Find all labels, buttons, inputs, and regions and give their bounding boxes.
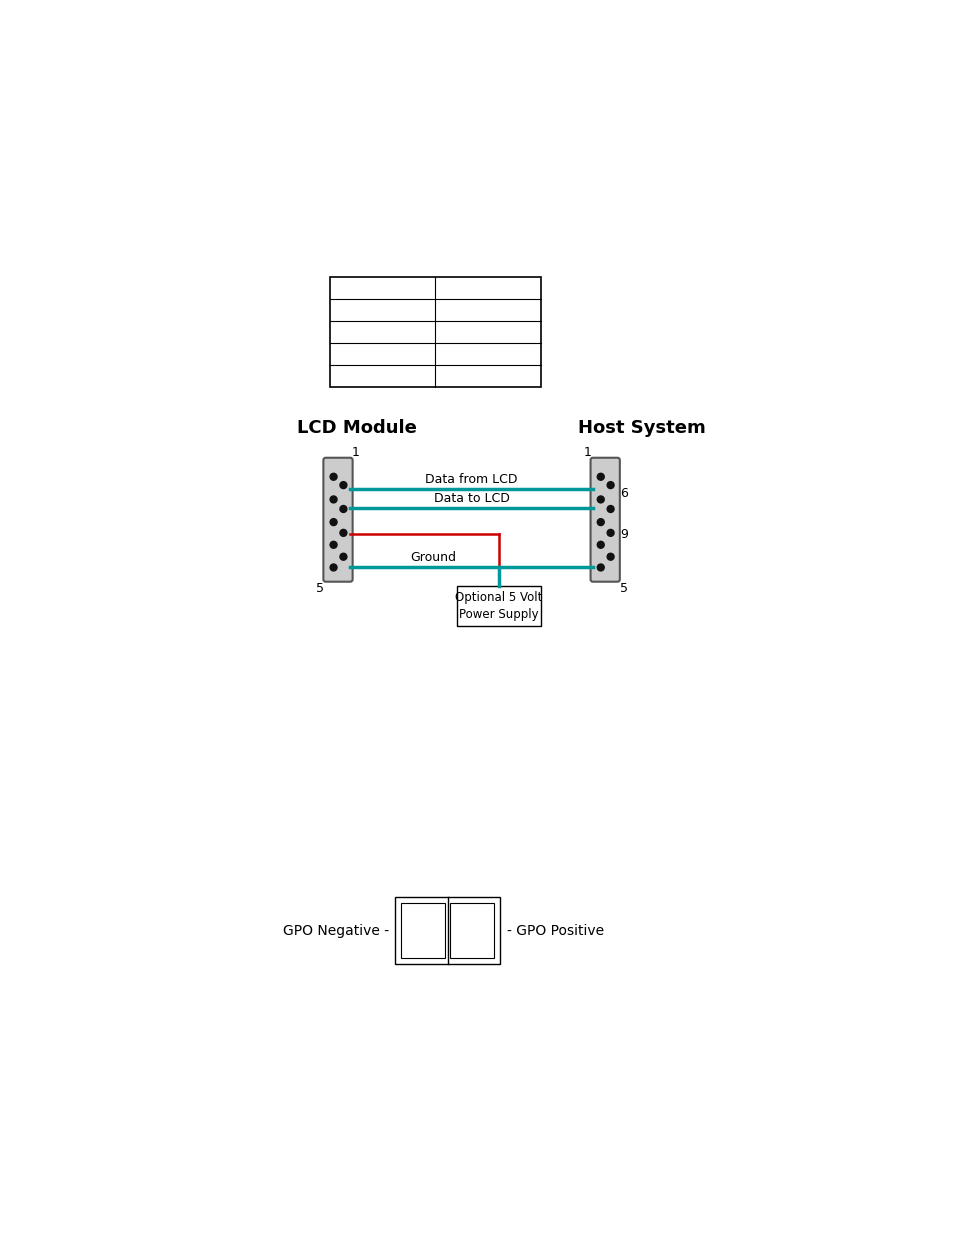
FancyBboxPatch shape xyxy=(323,458,353,582)
Circle shape xyxy=(339,505,347,513)
Text: Data to LCD: Data to LCD xyxy=(434,492,509,505)
Bar xyxy=(395,897,500,965)
Circle shape xyxy=(597,564,603,571)
Text: Optional 5 Volt
Power Supply: Optional 5 Volt Power Supply xyxy=(455,590,542,620)
Text: 9: 9 xyxy=(619,527,627,541)
Circle shape xyxy=(330,473,336,480)
Circle shape xyxy=(597,473,603,480)
Circle shape xyxy=(606,505,614,513)
Text: 5: 5 xyxy=(619,582,627,595)
Circle shape xyxy=(339,530,347,536)
Text: 1: 1 xyxy=(352,446,359,458)
Text: LCD Module: LCD Module xyxy=(296,419,416,437)
Circle shape xyxy=(597,519,603,526)
Circle shape xyxy=(330,519,336,526)
Circle shape xyxy=(330,496,336,503)
Circle shape xyxy=(606,553,614,561)
Text: Host System: Host System xyxy=(577,419,704,437)
Text: - GPO Positive: - GPO Positive xyxy=(506,924,603,937)
Text: Data from LCD: Data from LCD xyxy=(425,473,517,485)
Text: Ground: Ground xyxy=(410,551,456,564)
Bar xyxy=(400,903,445,958)
Text: 6: 6 xyxy=(619,487,627,500)
Circle shape xyxy=(339,482,347,489)
Text: 1: 1 xyxy=(583,446,591,458)
Circle shape xyxy=(597,496,603,503)
Text: GPO Negative -: GPO Negative - xyxy=(282,924,389,937)
Circle shape xyxy=(339,553,347,561)
Bar xyxy=(450,903,494,958)
Circle shape xyxy=(330,564,336,571)
Circle shape xyxy=(606,482,614,489)
Circle shape xyxy=(597,541,603,548)
Circle shape xyxy=(606,530,614,536)
FancyBboxPatch shape xyxy=(590,458,619,582)
Bar xyxy=(329,277,540,387)
Text: 5: 5 xyxy=(315,582,324,595)
Bar xyxy=(456,585,540,626)
Circle shape xyxy=(330,541,336,548)
